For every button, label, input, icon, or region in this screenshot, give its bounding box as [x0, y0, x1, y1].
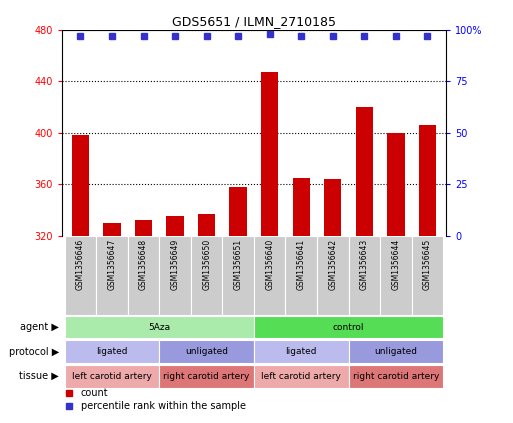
Text: GSM1356650: GSM1356650: [202, 239, 211, 290]
Bar: [387, 132, 405, 236]
Bar: [65, 341, 160, 363]
Text: GSM1356651: GSM1356651: [233, 239, 243, 290]
Bar: [419, 125, 436, 236]
Bar: [160, 236, 191, 315]
Text: control: control: [333, 323, 364, 332]
Text: GSM1356645: GSM1356645: [423, 239, 432, 290]
Text: unligated: unligated: [185, 347, 228, 356]
Title: GDS5651 / ILMN_2710185: GDS5651 / ILMN_2710185: [172, 16, 336, 28]
Bar: [348, 365, 443, 387]
Text: GSM1356640: GSM1356640: [265, 239, 274, 290]
Text: agent ▶: agent ▶: [20, 322, 59, 332]
Bar: [261, 72, 279, 236]
Bar: [128, 236, 160, 315]
Bar: [65, 236, 96, 315]
Text: GSM1356643: GSM1356643: [360, 239, 369, 290]
Bar: [223, 236, 254, 315]
Bar: [160, 365, 254, 387]
Text: left carotid artery: left carotid artery: [72, 372, 152, 381]
Bar: [65, 316, 254, 338]
Text: count: count: [81, 388, 108, 398]
Text: unligated: unligated: [374, 347, 418, 356]
Text: right carotid artery: right carotid artery: [164, 372, 250, 381]
Text: GSM1356644: GSM1356644: [391, 239, 400, 290]
Bar: [324, 179, 342, 236]
Bar: [254, 236, 285, 315]
Bar: [254, 341, 348, 363]
Bar: [411, 236, 443, 315]
Bar: [356, 107, 373, 236]
Bar: [72, 135, 89, 236]
Bar: [254, 365, 348, 387]
Bar: [348, 341, 443, 363]
Bar: [380, 236, 411, 315]
Bar: [254, 316, 443, 338]
Bar: [160, 341, 254, 363]
Bar: [103, 223, 121, 236]
Text: 5Aza: 5Aza: [148, 323, 170, 332]
Bar: [229, 187, 247, 236]
Text: right carotid artery: right carotid artery: [352, 372, 439, 381]
Text: ligated: ligated: [286, 347, 317, 356]
Bar: [292, 178, 310, 236]
Text: GSM1356646: GSM1356646: [76, 239, 85, 290]
Text: tissue ▶: tissue ▶: [19, 371, 59, 381]
Bar: [96, 236, 128, 315]
Text: GSM1356641: GSM1356641: [297, 239, 306, 290]
Bar: [135, 220, 152, 236]
Text: GSM1356647: GSM1356647: [108, 239, 116, 290]
Text: GSM1356649: GSM1356649: [171, 239, 180, 290]
Text: left carotid artery: left carotid artery: [261, 372, 341, 381]
Bar: [198, 214, 215, 236]
Bar: [65, 365, 160, 387]
Bar: [348, 236, 380, 315]
Bar: [166, 216, 184, 236]
Bar: [317, 236, 348, 315]
Text: ligated: ligated: [96, 347, 128, 356]
Text: GSM1356648: GSM1356648: [139, 239, 148, 290]
Bar: [285, 236, 317, 315]
Text: percentile rank within the sample: percentile rank within the sample: [81, 401, 246, 410]
Text: GSM1356642: GSM1356642: [328, 239, 337, 290]
Text: protocol ▶: protocol ▶: [9, 347, 59, 357]
Bar: [191, 236, 223, 315]
